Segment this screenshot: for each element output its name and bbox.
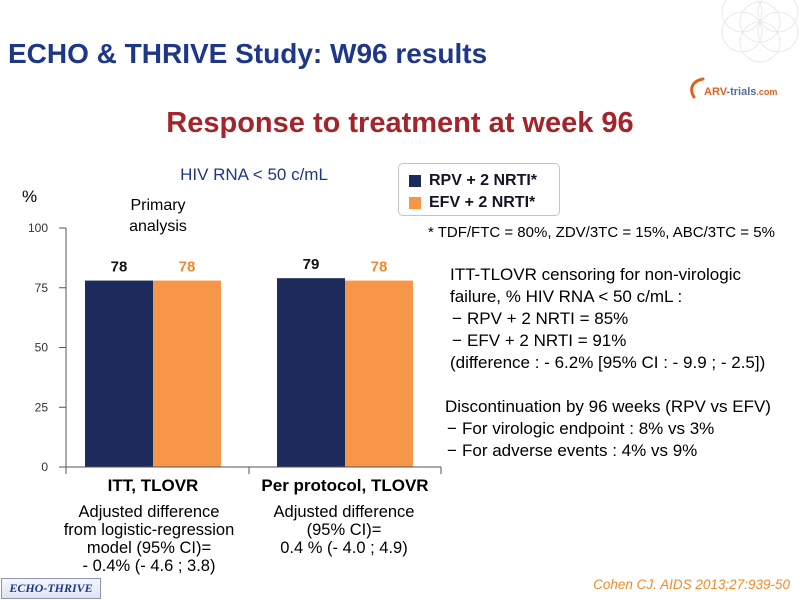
censoring-note: ITT-TLOVR censoring for non-virologic fa… bbox=[450, 264, 765, 374]
chart-title: HIV RNA < 50 c/mL bbox=[180, 165, 328, 184]
data-label-efv-per-protocol: 78 bbox=[371, 259, 388, 276]
legend-label-rpv: RPV + 2 NRTI* bbox=[429, 172, 538, 189]
censoring-heading-line: failure, % HIV RNA < 50 c/mL : bbox=[450, 287, 683, 306]
citation: Cohen CJ. AIDS 2013;27:939-50 bbox=[593, 577, 790, 592]
adjusted-difference-line: from logistic-regression bbox=[63, 521, 235, 539]
censoring-heading-line: ITT-TLOVR censoring for non-virologic bbox=[450, 265, 741, 284]
slide-subtitle: Response to treatment at week 96 bbox=[166, 107, 634, 139]
regimen-footnote: * TDF/FTC = 80%, ZDV/3TC = 15%, ABC/3TC … bbox=[428, 224, 775, 241]
adjusted-difference-itt: Adjusted difference from logistic-regres… bbox=[44, 503, 254, 575]
censoring-item-efv: EFV + 2 NRTI = 91% bbox=[450, 330, 765, 352]
y-tick-label: 0 bbox=[41, 460, 48, 474]
primary-analysis-label: Primary analysis bbox=[129, 197, 187, 235]
y-tick-label: 75 bbox=[35, 281, 49, 295]
logo-text-trials: -trials bbox=[726, 86, 757, 98]
discontinuation-item-virologic: For virologic endpoint : 8% vs 3% bbox=[445, 418, 771, 440]
decorative-flower-pattern bbox=[721, 0, 799, 63]
category-label-itt: ITT, TLOVR bbox=[107, 476, 199, 495]
adjusted-difference-line: model (95% CI)= bbox=[86, 539, 212, 557]
y-tick-label: 50 bbox=[35, 341, 49, 355]
bar-efv-per-protocol bbox=[345, 280, 413, 467]
discontinuation-heading: Discontinuation by 96 weeks (RPV vs EFV) bbox=[445, 397, 771, 416]
study-badge: ECHO-THRIVE bbox=[1, 578, 101, 599]
data-label-rpv-itt: 78 bbox=[111, 259, 128, 276]
y-axis-label: % bbox=[22, 187, 38, 206]
bar-efv-itt bbox=[153, 280, 221, 467]
adjusted-difference-value: - 0.4% (- 4.6 ; 3.8) bbox=[82, 557, 216, 575]
logo-text-com: .com bbox=[756, 87, 778, 97]
site-logo: ARV-trials.com bbox=[704, 85, 777, 99]
adjusted-difference-line: (95% CI)= bbox=[306, 521, 382, 539]
category-label-per-protocol: Per protocol, TLOVR bbox=[261, 476, 429, 495]
adjusted-difference-line: Adjusted difference bbox=[273, 503, 415, 521]
logo-swoosh-icon bbox=[690, 77, 705, 99]
legend-label-efv: EFV + 2 NRTI* bbox=[429, 194, 536, 211]
legend-entry-rpv: RPV + 2 NRTI* bbox=[409, 172, 554, 190]
data-label-rpv-per-protocol: 79 bbox=[303, 256, 320, 273]
bar-chart: 78 79 78 78 0 25 50 75 100 bbox=[28, 221, 442, 474]
adjusted-difference-line: Adjusted difference bbox=[78, 503, 220, 521]
discontinuation-note: Discontinuation by 96 weeks (RPV vs EFV)… bbox=[445, 396, 771, 462]
adjusted-difference-value: 0.4 % (- 4.0 ; 4.9) bbox=[280, 539, 408, 557]
adjusted-difference-per-protocol: Adjusted difference (95% CI)= 0.4 % (- 4… bbox=[239, 503, 449, 557]
chart-legend: RPV + 2 NRTI* EFV + 2 NRTI* bbox=[398, 163, 560, 216]
y-tick-label: 100 bbox=[28, 221, 48, 235]
logo-text-arv: ARV bbox=[704, 86, 727, 98]
slide-title: ECHO & THRIVE Study: W96 results bbox=[8, 38, 488, 69]
censoring-difference: (difference : - 6.2% [95% CI : - 9.9 ; -… bbox=[450, 353, 766, 372]
legend-swatch-rpv bbox=[409, 175, 421, 187]
data-label-efv-itt: 78 bbox=[179, 259, 196, 276]
y-tick-label: 25 bbox=[35, 400, 49, 414]
bar-rpv-per-protocol bbox=[277, 278, 345, 467]
bar-rpv-itt bbox=[85, 280, 153, 467]
legend-swatch-efv bbox=[409, 197, 421, 209]
legend-entry-efv: EFV + 2 NRTI* bbox=[409, 194, 554, 212]
discontinuation-item-adverse-events: For adverse events : 4% vs 9% bbox=[445, 440, 771, 462]
censoring-item-rpv: RPV + 2 NRTI = 85% bbox=[450, 308, 765, 330]
